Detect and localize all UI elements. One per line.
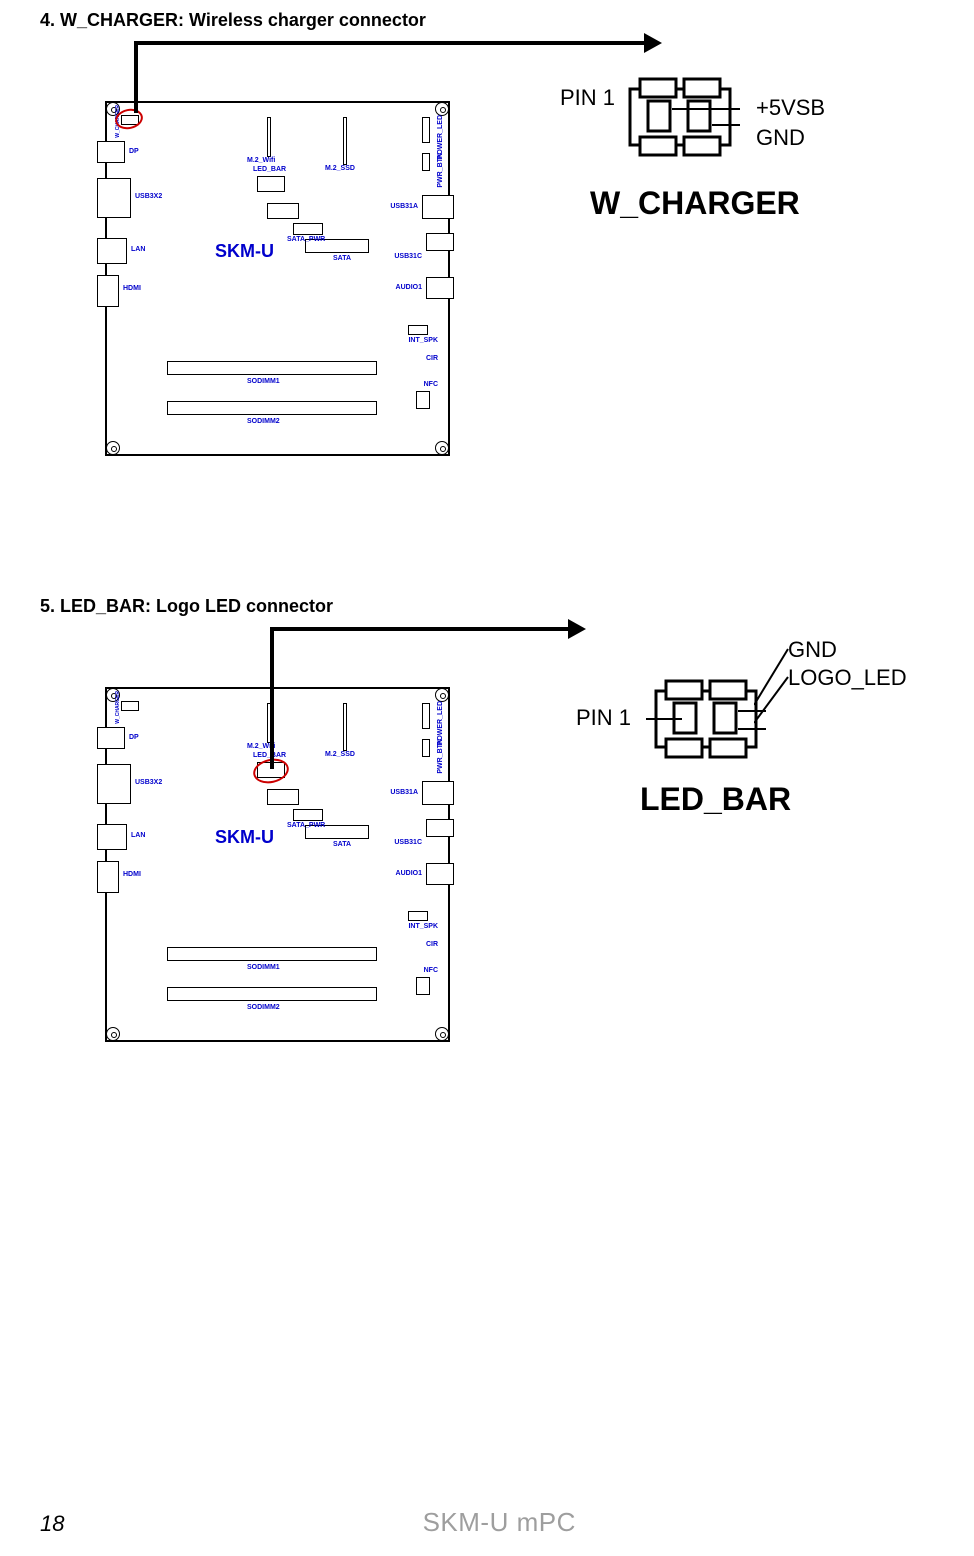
pin-1-label-2: PIN 1	[576, 705, 631, 731]
callout-w-charger: PIN 1 +5VSB GND W_CHARGER	[460, 51, 890, 311]
pin-1-label: PIN 1	[560, 85, 615, 111]
heading-led-bar: 5. LED_BAR: Logo LED connector	[40, 596, 934, 617]
arrowhead-icon	[644, 33, 662, 53]
board-diagram-2: DP USB3X2 LAN HDMI W_CHARGER M.2_Wifi LE…	[105, 687, 450, 1042]
section-led-bar: 5. LED_BAR: Logo LED connector DP USB3X2…	[40, 596, 934, 1042]
page-footer: 18 SKM-U mPC	[40, 1507, 934, 1538]
footer-title: SKM-U mPC	[64, 1507, 934, 1538]
connector-illustration-1	[620, 69, 740, 169]
figure-row-1: DP USB3X2 LAN HDMI W_CHARGER M.2_Wifi LE…	[105, 51, 934, 456]
pin-name-2: GND	[756, 125, 805, 151]
heading-w-charger: 4. W_CHARGER: Wireless charger connector	[40, 10, 934, 31]
board-diagram-1: DP USB3X2 LAN HDMI W_CHARGER M.2_Wifi LE…	[105, 101, 450, 456]
board-title-2: SKM-U	[215, 827, 274, 848]
figure-row-2: DP USB3X2 LAN HDMI W_CHARGER M.2_Wifi LE…	[105, 637, 934, 1042]
pin-name-4: LOGO_LED	[788, 665, 907, 691]
section-w-charger: 4. W_CHARGER: Wireless charger connector…	[40, 10, 934, 456]
pin-name-1: +5VSB	[756, 95, 825, 121]
board-title: SKM-U	[215, 241, 274, 262]
connector-name-2: LED_BAR	[640, 781, 791, 818]
connector-illustration-2	[646, 671, 766, 771]
connector-name-1: W_CHARGER	[590, 185, 800, 222]
callout-led-bar: PIN 1 GND LOGO_LED LED_BAR	[460, 637, 890, 897]
arrowhead-icon	[568, 619, 586, 639]
page-number: 18	[40, 1511, 64, 1537]
pin-name-3: GND	[788, 637, 837, 663]
